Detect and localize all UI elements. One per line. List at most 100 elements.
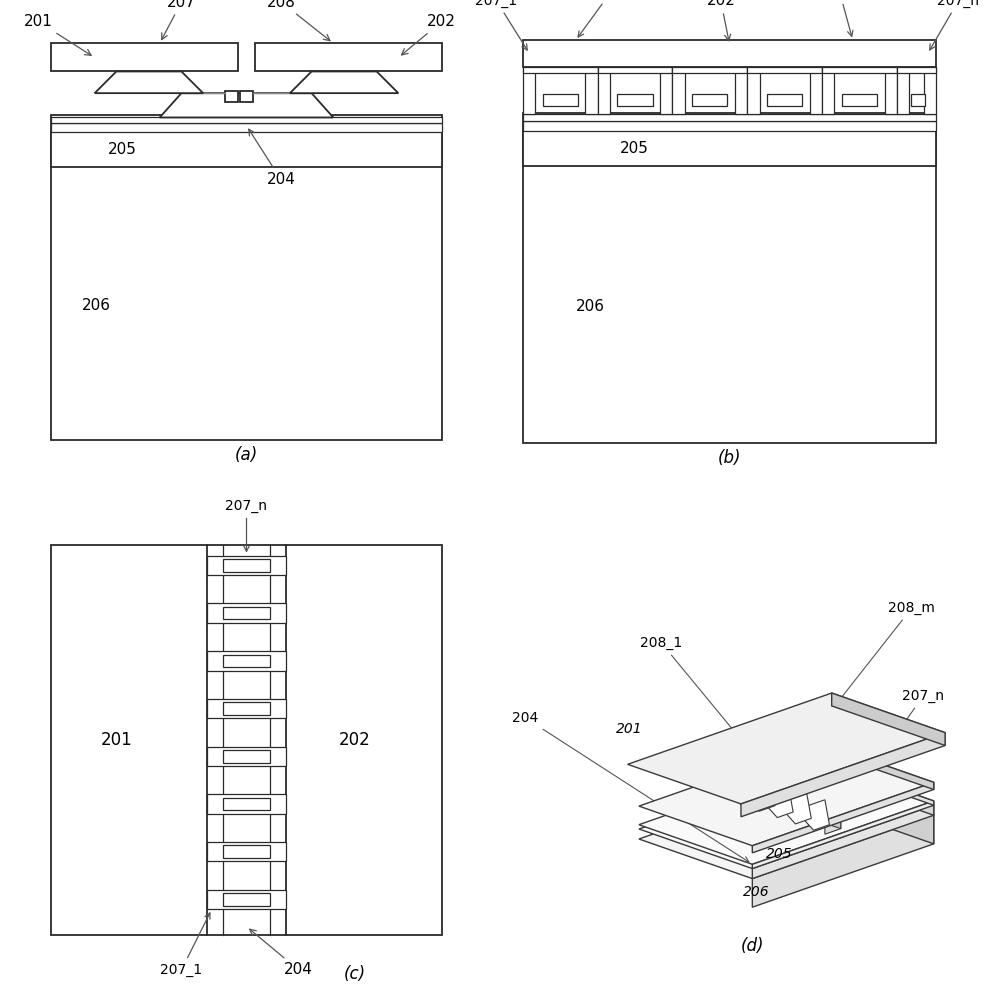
Bar	[523, 67, 535, 114]
Bar	[911, 94, 926, 106]
Bar	[51, 117, 442, 123]
Bar	[822, 67, 897, 73]
Polygon shape	[741, 781, 775, 811]
Text: 208_m: 208_m	[766, 601, 936, 793]
Bar	[692, 94, 728, 106]
Polygon shape	[825, 817, 841, 834]
Bar	[523, 40, 937, 67]
Text: 208_1: 208_1	[578, 0, 632, 37]
Bar	[223, 845, 270, 858]
Text: 208: 208	[267, 0, 330, 41]
Text: 207_1: 207_1	[754, 795, 840, 813]
Bar	[735, 67, 747, 114]
Text: (d): (d)	[740, 937, 764, 955]
Text: 204: 204	[249, 929, 313, 977]
Bar	[897, 67, 937, 73]
Bar	[207, 794, 286, 814]
Text: 202: 202	[401, 14, 457, 55]
Polygon shape	[752, 815, 934, 907]
Bar	[523, 121, 937, 131]
Bar	[598, 67, 672, 73]
Bar	[523, 67, 598, 73]
Polygon shape	[723, 782, 750, 791]
Polygon shape	[627, 693, 945, 804]
Bar	[660, 67, 672, 114]
Bar	[523, 114, 937, 121]
Bar	[207, 699, 286, 718]
Polygon shape	[735, 786, 750, 803]
Polygon shape	[793, 801, 805, 816]
Polygon shape	[752, 805, 934, 879]
Polygon shape	[757, 788, 768, 803]
Bar	[897, 67, 909, 114]
Bar	[225, 91, 238, 102]
Polygon shape	[811, 807, 822, 822]
Polygon shape	[752, 801, 934, 869]
Text: 206: 206	[576, 299, 604, 314]
Polygon shape	[160, 93, 333, 117]
Bar	[51, 43, 238, 71]
Text: 202: 202	[339, 731, 371, 749]
Polygon shape	[789, 805, 805, 822]
Text: 205: 205	[107, 142, 136, 157]
Polygon shape	[820, 766, 934, 815]
Polygon shape	[741, 788, 768, 797]
Polygon shape	[723, 774, 757, 805]
Polygon shape	[639, 776, 934, 879]
Polygon shape	[820, 776, 934, 844]
Text: 207_n: 207_n	[838, 689, 944, 818]
Text: 204: 204	[248, 129, 296, 187]
Text: (c): (c)	[344, 965, 366, 983]
Bar	[240, 91, 253, 102]
Polygon shape	[639, 761, 934, 864]
Bar	[223, 559, 270, 572]
Bar	[810, 67, 822, 114]
Text: 208_1: 208_1	[641, 636, 802, 813]
Text: 201: 201	[616, 722, 643, 736]
Text: 207_1: 207_1	[161, 913, 210, 977]
Bar	[207, 747, 286, 766]
Text: 202: 202	[709, 782, 736, 796]
Polygon shape	[759, 794, 787, 804]
Polygon shape	[796, 800, 829, 830]
Bar	[586, 67, 598, 114]
Bar	[223, 798, 270, 810]
Bar	[542, 94, 578, 106]
Polygon shape	[95, 71, 203, 93]
Polygon shape	[820, 761, 934, 805]
Polygon shape	[829, 813, 841, 829]
Polygon shape	[820, 743, 934, 790]
Bar	[207, 651, 286, 671]
Bar	[842, 94, 877, 106]
Polygon shape	[639, 743, 934, 846]
Polygon shape	[770, 798, 787, 815]
Bar	[924, 67, 937, 114]
Polygon shape	[777, 801, 805, 810]
Polygon shape	[777, 793, 811, 824]
Polygon shape	[639, 766, 934, 869]
Bar	[51, 132, 442, 167]
Bar	[747, 67, 822, 73]
Bar	[223, 607, 270, 619]
Polygon shape	[752, 792, 768, 809]
Text: 204: 204	[513, 711, 749, 862]
Text: 202: 202	[706, 0, 736, 41]
Bar	[747, 67, 759, 114]
Bar	[207, 842, 286, 861]
Bar	[822, 67, 834, 114]
Polygon shape	[741, 733, 945, 817]
Text: 201: 201	[24, 14, 91, 55]
Text: (b): (b)	[718, 449, 741, 467]
Bar	[523, 113, 937, 443]
Bar	[884, 67, 897, 114]
Bar	[672, 67, 684, 114]
Polygon shape	[796, 807, 822, 816]
Bar	[51, 115, 442, 440]
Text: 207: 207	[162, 0, 196, 40]
Polygon shape	[807, 811, 822, 828]
Text: 205: 205	[619, 141, 649, 156]
Polygon shape	[759, 787, 793, 818]
Bar	[255, 43, 442, 71]
Bar	[223, 893, 270, 906]
Bar	[523, 131, 937, 166]
